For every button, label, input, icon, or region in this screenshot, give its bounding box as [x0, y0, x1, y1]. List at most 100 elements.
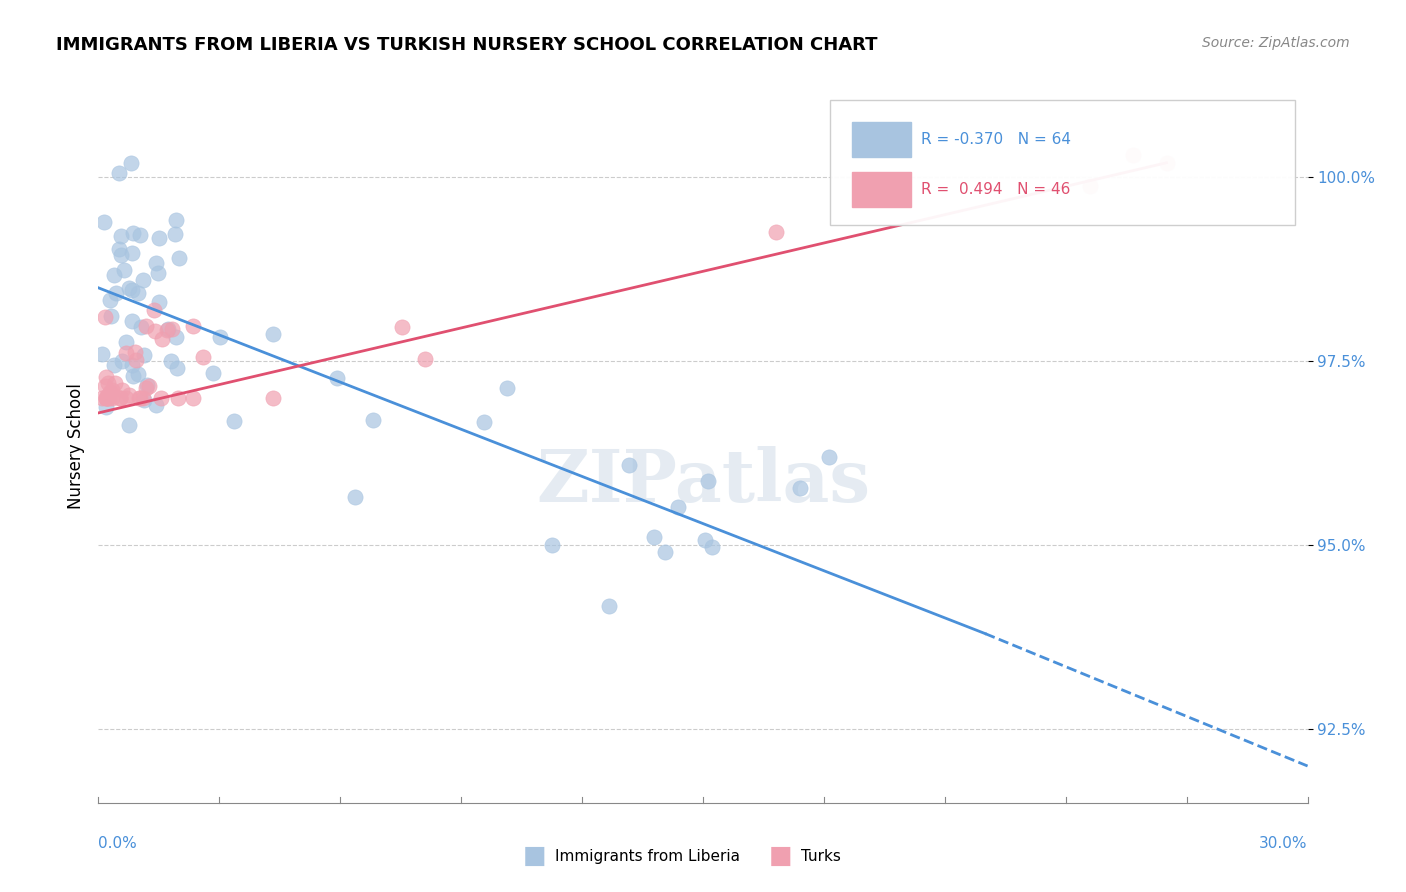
Point [165, 329, 187, 343]
Point [101, 391, 124, 405]
Point [181, 391, 204, 405]
Point [121, 246, 143, 260]
Text: ■: ■ [769, 845, 792, 868]
Point [165, 213, 187, 227]
Point [135, 377, 157, 392]
Point [167, 391, 190, 405]
Point [654, 545, 676, 559]
Point [696, 475, 718, 489]
Point [96, 369, 118, 384]
Text: Turks: Turks [801, 849, 841, 863]
Point [121, 368, 143, 383]
Point [124, 345, 146, 359]
Point [262, 391, 284, 405]
Point [111, 354, 134, 368]
Text: ■: ■ [523, 845, 546, 868]
Point [598, 599, 620, 613]
Point [117, 281, 139, 295]
Point [118, 417, 141, 432]
Point [107, 242, 129, 256]
Point [108, 166, 131, 180]
Point [93, 378, 115, 392]
Text: 0.0%: 0.0% [98, 836, 138, 851]
Point [818, 450, 841, 465]
Point [94, 391, 117, 405]
Point [619, 458, 641, 473]
Point [135, 319, 157, 334]
Point [127, 367, 149, 381]
Point [149, 391, 172, 405]
Point [143, 324, 166, 338]
Point [97, 391, 120, 405]
Point [121, 284, 143, 298]
Point [145, 398, 167, 412]
Point [108, 391, 131, 405]
Point [114, 334, 136, 349]
Point [103, 268, 125, 283]
Point [209, 329, 232, 343]
Point [118, 388, 141, 402]
Point [122, 226, 145, 240]
Point [391, 319, 413, 334]
Point [125, 353, 148, 368]
Point [121, 358, 143, 372]
Point [693, 533, 716, 548]
Point [128, 391, 150, 405]
Point [98, 293, 121, 307]
Point [94, 400, 117, 414]
Point [643, 530, 665, 544]
Point [146, 266, 169, 280]
Point [104, 376, 127, 391]
Point [110, 229, 132, 244]
Point [148, 294, 170, 309]
Point [145, 255, 167, 269]
Text: 30.0%: 30.0% [1260, 836, 1308, 851]
Point [134, 348, 156, 362]
FancyBboxPatch shape [852, 172, 911, 207]
Point [134, 393, 156, 408]
Point [121, 313, 143, 327]
Point [94, 391, 117, 405]
Point [361, 413, 384, 427]
Point [666, 500, 689, 514]
Point [765, 226, 787, 240]
Point [159, 354, 181, 368]
Point [111, 383, 134, 397]
Point [101, 383, 124, 397]
Text: ZIPatlas: ZIPatlas [536, 446, 870, 517]
Point [1122, 148, 1144, 162]
Point [165, 227, 187, 242]
Point [108, 391, 131, 405]
Point [1156, 155, 1178, 169]
Point [700, 540, 723, 554]
Point [97, 376, 120, 390]
Point [129, 319, 152, 334]
Point [156, 323, 179, 337]
Point [132, 391, 155, 405]
Point [1080, 179, 1102, 194]
Point [96, 391, 118, 405]
Point [413, 351, 436, 366]
Point [120, 155, 142, 169]
Text: Immigrants from Liberia: Immigrants from Liberia [555, 849, 741, 863]
Point [201, 366, 224, 380]
Point [157, 322, 180, 336]
Point [135, 381, 157, 395]
Point [115, 391, 138, 405]
Point [162, 321, 184, 335]
Point [343, 491, 366, 505]
Y-axis label: Nursery School: Nursery School [66, 383, 84, 509]
Point [169, 251, 191, 265]
Point [98, 384, 121, 399]
Point [150, 332, 173, 346]
Point [115, 346, 138, 360]
Point [148, 230, 170, 244]
Point [166, 360, 188, 375]
Point [97, 388, 120, 402]
Point [91, 391, 114, 405]
Point [128, 227, 150, 242]
Point [103, 359, 125, 373]
Text: R =  0.494   N = 46: R = 0.494 N = 46 [921, 182, 1070, 196]
Point [496, 381, 519, 395]
Point [128, 391, 150, 405]
